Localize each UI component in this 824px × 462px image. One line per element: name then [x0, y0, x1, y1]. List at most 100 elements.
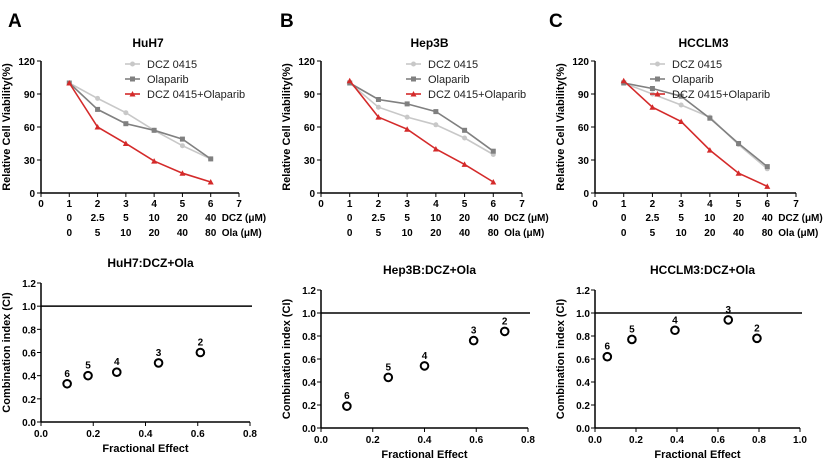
dose-value: 0 [67, 228, 73, 239]
dose-value: 0 [621, 213, 627, 224]
data-point [375, 104, 381, 110]
ci-point-label: 2 [198, 338, 204, 349]
legend-label: DCZ 0415 [428, 59, 478, 71]
dose-value: 5 [95, 228, 101, 239]
dose-value: 0 [67, 213, 73, 224]
data-point [66, 80, 73, 86]
dose-value: 5 [650, 228, 656, 239]
legend-label: Olaparib [672, 74, 714, 86]
x-tick-label: 7 [236, 199, 242, 210]
y-tick-label: 30 [24, 156, 36, 167]
x-tick-label: 0.4 [139, 429, 153, 440]
dose-value: 10 [149, 213, 161, 224]
panel-letter: B [280, 11, 294, 32]
x-axis-label: Fractional Effect [654, 449, 741, 461]
series-line [68, 82, 212, 160]
y-tick-label: 0.0 [576, 424, 590, 435]
data-point [130, 61, 135, 67]
dose-value: 10 [704, 213, 716, 224]
y-tick-label: 90 [24, 90, 36, 101]
y-tick-label: 60 [578, 123, 590, 134]
y-tick-label: 1.0 [576, 309, 590, 320]
dose-value: 80 [762, 228, 774, 239]
y-tick-label: 30 [304, 156, 316, 167]
data-point [411, 61, 416, 67]
ci-point-label: 5 [385, 362, 391, 373]
data-point [411, 76, 416, 82]
series-line [623, 82, 768, 168]
x-tick-label: 0.2 [629, 435, 643, 446]
y-tick-label: 60 [304, 123, 316, 134]
data-point [95, 106, 101, 112]
ci-chart-HuH7:DCZ+Ola: HuH7:DCZ+Ola 0.0 0.2 0.4 0.6 0.8 1.0 1.2 0.0 0.2 0… [1, 256, 257, 455]
chart-title: HuH7:DCZ+Ola [107, 256, 194, 270]
data-point [678, 102, 684, 108]
data-point [649, 86, 655, 91]
ci-point [602, 351, 613, 362]
dose-value: 0 [347, 213, 353, 224]
viability-chart-HCCLM3: HCCLM3 0 30 60 90 120 0 1 2 3 4 5 6 7 0 2.5 5 10 20 40 DCZ (… [555, 36, 823, 239]
dose-value: 2.5 [645, 213, 659, 224]
data-point [490, 148, 496, 154]
x-tick-label: 2 [95, 199, 101, 210]
y-tick-label: 1.2 [576, 286, 590, 297]
data-point [129, 91, 136, 97]
y-tick-label: 0 [309, 189, 315, 200]
data-point [620, 77, 627, 84]
panel-letter: A [8, 11, 22, 32]
data-point [95, 95, 101, 101]
y-tick-label: 0.4 [576, 378, 590, 389]
ci-point [419, 361, 430, 371]
ci-point [499, 326, 510, 337]
ci-point-label: 2 [502, 316, 508, 327]
dose-value: 80 [205, 228, 217, 239]
dose-value: 2.5 [371, 213, 385, 224]
y-tick-label: 0.4 [302, 378, 316, 389]
x-tick-label: 5 [180, 199, 186, 210]
y-tick-label: 0.8 [22, 325, 36, 336]
dose-value: 20 [149, 228, 161, 239]
dose-value: 40 [762, 213, 774, 224]
dose-value: 10 [402, 228, 414, 239]
ci-point [195, 347, 206, 358]
data-point [410, 91, 417, 97]
dose-value: 0 [347, 228, 353, 239]
data-point [707, 115, 713, 121]
x-tick-label: 7 [793, 199, 799, 210]
data-point [207, 179, 214, 185]
x-tick-label: 0.8 [752, 435, 766, 446]
dose-value: 2.5 [91, 213, 105, 224]
panel-letter: C [549, 11, 563, 32]
x-tick-label: 0.6 [469, 435, 483, 446]
data-point [94, 124, 101, 130]
legend-label: DCZ 0415+Olaparib [672, 89, 770, 101]
y-tick-label: 0.6 [576, 355, 590, 366]
ci-point-label: 6 [344, 391, 350, 402]
x-tick-label: 1 [621, 199, 627, 210]
y-tick-label: 1.2 [22, 279, 36, 290]
dose-value: 20 [177, 213, 189, 224]
series-line [349, 82, 494, 156]
x-tick-label: 3 [404, 199, 410, 210]
ci-point [468, 335, 479, 346]
dose-row-label: Ola (μM) [504, 228, 544, 239]
data-point [764, 183, 771, 189]
x-tick-label: 6 [491, 199, 497, 210]
y-axis-label: Combination index (CI) [281, 298, 293, 419]
x-axis-label: Fractional Effect [381, 449, 468, 461]
y-tick-label: 0.2 [22, 395, 36, 406]
ci-point-label: 6 [605, 342, 611, 353]
ci-chart-Hep3B:DCZ+Ola: Hep3B:DCZ+Ola 0.0 0.2 0.4 0.6 0.8 1.0 1.2 0.0 0.2… [281, 263, 535, 461]
series-line [623, 82, 768, 170]
x-tick-label: 0.4 [670, 435, 684, 446]
dose-value: 40 [205, 213, 217, 224]
dose-value: 20 [704, 228, 716, 239]
ci-point [723, 315, 734, 325]
x-tick-label: 0.8 [243, 429, 257, 440]
ci-point [342, 401, 352, 411]
y-tick-label: 1.0 [22, 302, 36, 313]
data-point [735, 170, 742, 176]
ci-point [752, 333, 762, 344]
data-point [649, 104, 656, 110]
